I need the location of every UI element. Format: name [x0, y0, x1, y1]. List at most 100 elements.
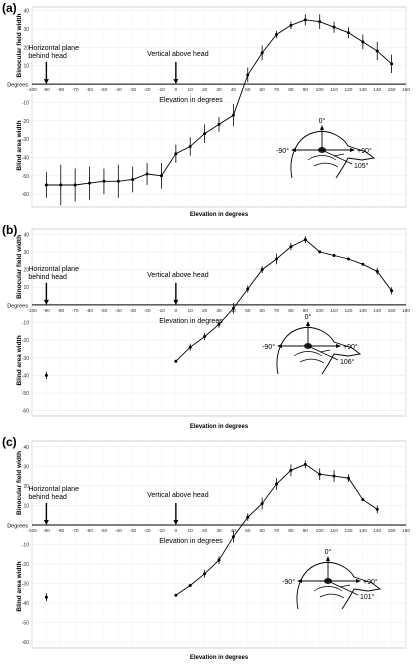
annotation-vertical: Vertical above head: [147, 272, 209, 279]
arrowhead-up: [326, 556, 330, 561]
x-tick-label: -60: [86, 528, 93, 534]
x-tick-label: 40: [231, 87, 237, 93]
y-tick-label: -20: [22, 562, 29, 568]
head-outline: [296, 561, 382, 610]
y-axis-label-top: Binocular field width: [16, 235, 23, 299]
x-tick-label: 150: [388, 87, 396, 93]
data-point: [390, 289, 394, 293]
y-tick-label: Degrees: [7, 83, 28, 89]
head-label-left: -90°: [276, 147, 289, 155]
x-tick-label: 90: [303, 87, 309, 93]
data-point: [260, 268, 264, 272]
y-tick-label: 20: [23, 45, 29, 51]
panel-letter: (c): [2, 435, 17, 449]
y-tick-label: -60: [22, 409, 29, 415]
bird-head-diagram: 0° -90° +90° 106°: [262, 313, 362, 375]
x-tick-label: -10: [158, 528, 165, 534]
y-tick-label: -20: [22, 119, 29, 125]
data-point: [231, 306, 235, 310]
data-point: [303, 18, 307, 22]
y-tick-label: -20: [22, 338, 29, 344]
data-point: [217, 122, 221, 126]
y-tick-label: -30: [22, 356, 29, 362]
x-tick-label: 10: [188, 87, 194, 93]
bird-head-diagram: 0° -90° +90° 105°: [276, 117, 376, 179]
x-tick-label: 70: [274, 87, 280, 93]
head-label-bill: 101°: [360, 593, 375, 601]
x-tick-label: 80: [288, 528, 294, 534]
annotation-horizontal-plane: Horizontal plane: [28, 486, 79, 493]
x-tick-label: 0: [175, 87, 178, 93]
x-tick-label: -70: [72, 87, 79, 93]
data-point: [375, 507, 379, 511]
arrowhead-right: [350, 148, 355, 152]
x-tick-label: 150: [388, 308, 396, 314]
x-tick-label: 110: [330, 528, 338, 534]
data-point: [361, 498, 365, 502]
x-tick-label: 80: [288, 87, 294, 93]
data-point: [174, 152, 178, 156]
y-tick-label: -50: [22, 621, 29, 627]
data-point: [59, 183, 63, 187]
x-tick-label: 10: [188, 528, 194, 534]
x-tick-label: 120: [344, 87, 352, 93]
x-tick-label: 160: [402, 528, 410, 534]
x-tick-label: 60: [259, 528, 265, 534]
y-tick-label: 40: [23, 445, 29, 451]
series-line: [175, 239, 392, 362]
data-point: [188, 345, 192, 349]
data-point: [318, 472, 322, 476]
data-point: [174, 359, 178, 363]
x-tick-label: 140: [373, 528, 381, 534]
y-tick-label: 40: [23, 9, 29, 15]
y-axis-label-bottom: Blind area width: [16, 120, 23, 170]
head-label-right: +90°: [357, 147, 372, 155]
y-tick-label: 30: [23, 250, 29, 256]
y-tick-label: -50: [22, 174, 29, 180]
head-label-top: 0°: [319, 117, 326, 125]
head-label-top: 0°: [305, 313, 312, 321]
x-tick-label: -50: [100, 308, 107, 314]
data-point: [275, 482, 279, 486]
y-axis-label-top: Binocular field width: [16, 451, 23, 515]
arrowhead-left: [291, 148, 296, 152]
y-tick-label: -40: [22, 155, 29, 161]
data-point: [231, 535, 235, 539]
x-tick-label: -60: [86, 87, 93, 93]
data-point: [275, 33, 279, 37]
head-label-top: 0°: [325, 548, 332, 556]
annotation-arrowhead: [173, 299, 179, 305]
y-tick-label: -40: [22, 373, 29, 379]
y-tick-label: -30: [22, 582, 29, 588]
x-tick-label: 70: [274, 308, 280, 314]
axis-caption: Elevation in degrees: [159, 97, 223, 104]
data-point: [303, 462, 307, 466]
y-tick-label: -10: [22, 100, 29, 106]
panel-c: (c) 40 30 20 10 Degrees -10 -20 -30 -40 -50 -60 -10…: [0, 434, 419, 664]
x-tick-label: -100: [27, 528, 37, 534]
x-tick-label: 130: [359, 87, 367, 93]
data-point: [390, 62, 394, 66]
arrowhead-left: [297, 579, 302, 583]
arrow-bill: [321, 149, 353, 165]
data-point: [375, 49, 379, 53]
data-point: [289, 23, 293, 27]
x-tick-label: 110: [330, 87, 338, 93]
feather-marks: [307, 153, 345, 168]
x-tick-label: 140: [373, 87, 381, 93]
data-point: [44, 183, 48, 187]
annotation-horizontal-plane: behind head: [28, 274, 67, 281]
data-point: [318, 20, 322, 24]
head-outline: [276, 326, 362, 375]
x-tick-label: 0: [175, 308, 178, 314]
data-point: [131, 177, 135, 181]
annotation-arrowhead: [43, 299, 49, 305]
x-tick-label: 10: [188, 308, 194, 314]
data-point: [260, 501, 264, 505]
x-tick-label: 100: [316, 87, 324, 93]
x-tick-label: 150: [388, 528, 396, 534]
x-tick-label: 70: [274, 528, 280, 534]
axis-caption: Elevation in degrees: [159, 318, 223, 325]
x-axis-label: Elevation in degrees: [190, 212, 249, 218]
data-point: [188, 144, 192, 148]
